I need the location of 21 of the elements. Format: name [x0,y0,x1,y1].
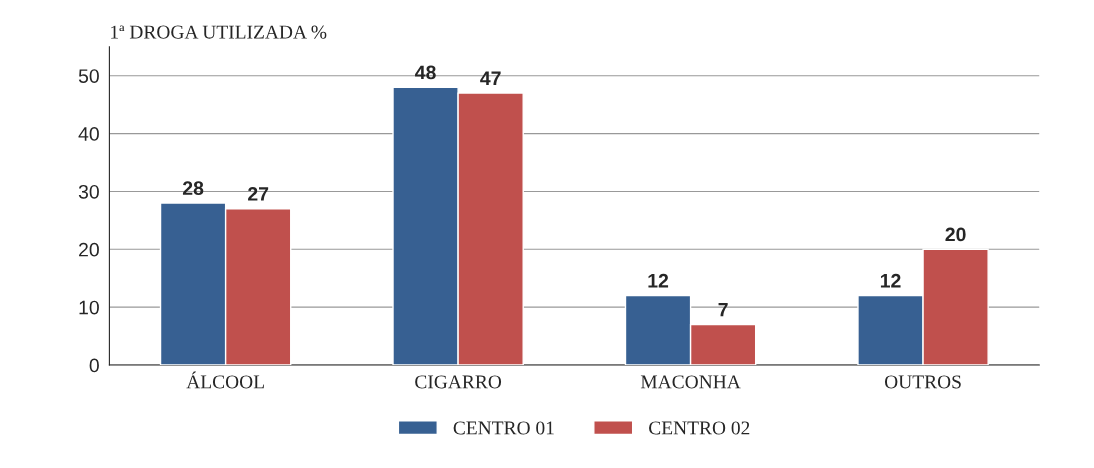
legend-label: CENTRO 02 [649,421,750,435]
data-label: 12 [648,273,669,288]
data-label: 28 [182,181,204,196]
legend-label: CENTRO 01 [453,421,554,435]
x-tick-label: CIGARRO [415,375,502,389]
y-tick-label: 10 [79,300,99,315]
data-label: 27 [248,187,269,201]
data-label: 47 [480,71,501,85]
data-label: 7 [718,302,728,317]
y-tick-label: 50 [78,69,99,83]
data-label: 12 [880,273,901,288]
data-label: 20 [945,227,966,242]
chart-title: 1ª DROGA UTILIZADA % [111,25,327,39]
y-tick-label: 40 [78,127,99,141]
x-tick-label: MACONHA [640,375,741,389]
x-tick-label: ÁLCOOL [186,371,264,389]
y-tick-label: 0 [89,358,99,373]
x-tick-label: OUTROS [884,375,961,389]
y-tick-label: 30 [78,184,99,199]
y-tick-label: 20 [79,242,99,257]
data-label: 48 [415,65,436,80]
